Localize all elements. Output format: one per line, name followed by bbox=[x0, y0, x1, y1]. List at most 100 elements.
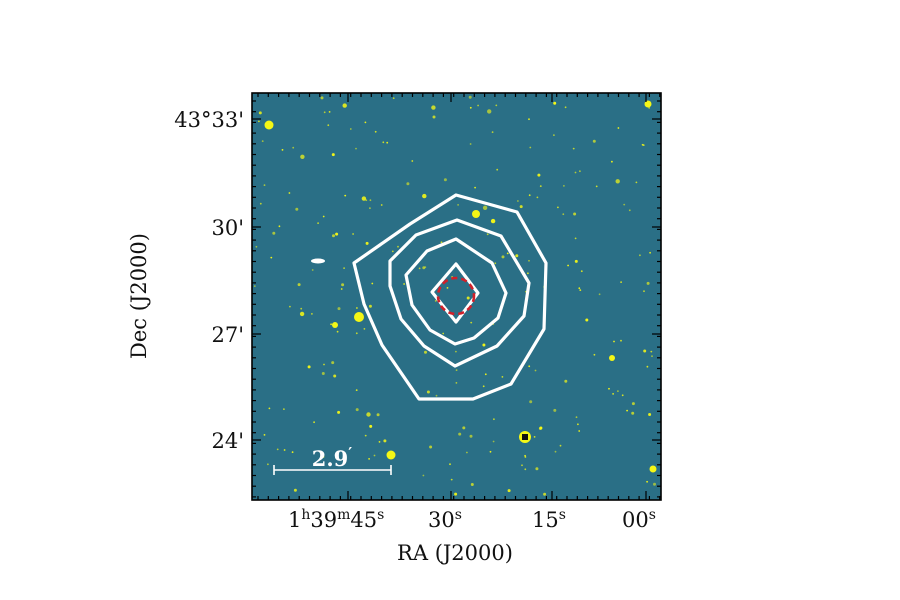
star bbox=[482, 385, 485, 388]
star bbox=[650, 350, 653, 353]
star bbox=[327, 124, 330, 127]
star bbox=[322, 456, 325, 458]
x-axis-title: RA (J2000) bbox=[397, 541, 513, 565]
star bbox=[299, 311, 305, 317]
star bbox=[258, 120, 260, 123]
star bbox=[363, 328, 366, 330]
contour-levels bbox=[352, 193, 548, 401]
star bbox=[517, 200, 519, 202]
star bbox=[592, 139, 596, 143]
star bbox=[283, 449, 286, 451]
ra-seconds-unit: s bbox=[559, 507, 566, 523]
star bbox=[278, 225, 281, 228]
star bbox=[391, 250, 394, 253]
star bbox=[380, 204, 383, 206]
star bbox=[434, 300, 437, 302]
star bbox=[458, 432, 462, 436]
star bbox=[424, 266, 427, 268]
star bbox=[422, 193, 427, 199]
star bbox=[382, 141, 385, 144]
star bbox=[355, 389, 358, 391]
bright-star bbox=[354, 312, 364, 322]
star bbox=[342, 103, 347, 108]
star bbox=[369, 207, 371, 210]
star bbox=[297, 283, 301, 287]
star bbox=[331, 153, 335, 157]
star bbox=[340, 288, 343, 290]
star bbox=[355, 147, 357, 150]
star bbox=[320, 96, 324, 100]
dec-tick-label: 30' bbox=[212, 216, 245, 240]
star bbox=[491, 131, 494, 134]
contour-level-4 bbox=[430, 262, 480, 324]
star bbox=[337, 307, 341, 311]
star bbox=[528, 259, 530, 262]
star bbox=[469, 143, 472, 145]
star bbox=[261, 140, 264, 143]
plot-frame bbox=[251, 92, 662, 501]
ra-tick-label: 15s bbox=[532, 507, 566, 532]
star bbox=[466, 451, 468, 454]
ra-hours: 1 bbox=[288, 508, 301, 532]
ra-seconds: 15 bbox=[532, 508, 559, 532]
star bbox=[369, 424, 373, 428]
star bbox=[653, 482, 656, 486]
ra-minutes-unit: m bbox=[337, 507, 350, 523]
star bbox=[564, 106, 567, 109]
star bbox=[553, 408, 557, 412]
star-field bbox=[253, 95, 656, 496]
bright-star bbox=[264, 120, 274, 130]
star bbox=[336, 330, 339, 333]
star bbox=[332, 234, 335, 238]
star bbox=[311, 313, 313, 315]
star bbox=[534, 369, 537, 372]
star bbox=[536, 196, 539, 199]
star bbox=[543, 492, 547, 496]
star bbox=[593, 353, 596, 356]
star bbox=[643, 290, 645, 293]
bright-star bbox=[644, 100, 652, 108]
star bbox=[365, 199, 368, 202]
star bbox=[378, 441, 381, 443]
star bbox=[355, 408, 359, 412]
star bbox=[559, 444, 562, 447]
star bbox=[455, 369, 458, 371]
star bbox=[431, 105, 436, 110]
star bbox=[615, 179, 620, 184]
star bbox=[349, 128, 352, 130]
star bbox=[403, 283, 405, 285]
ra-seconds: 00 bbox=[622, 508, 649, 532]
star bbox=[337, 410, 341, 414]
star bbox=[468, 95, 472, 99]
star bbox=[323, 111, 326, 114]
star bbox=[466, 296, 470, 300]
star bbox=[255, 245, 258, 248]
scale-bar-unit: ′ bbox=[348, 444, 352, 462]
star bbox=[521, 464, 523, 467]
star bbox=[477, 104, 479, 107]
star bbox=[289, 305, 291, 308]
star bbox=[631, 402, 635, 406]
star bbox=[292, 146, 295, 149]
star bbox=[411, 160, 414, 162]
star bbox=[578, 430, 581, 432]
star bbox=[450, 478, 453, 481]
star bbox=[267, 463, 269, 466]
star bbox=[572, 147, 575, 150]
star bbox=[646, 365, 649, 368]
star bbox=[515, 254, 519, 258]
star bbox=[365, 241, 369, 245]
contour-level-3 bbox=[404, 237, 508, 346]
bright-star bbox=[472, 210, 480, 218]
star bbox=[519, 205, 523, 209]
star bbox=[553, 101, 557, 105]
star bbox=[507, 489, 511, 493]
star bbox=[529, 400, 533, 404]
star bbox=[258, 111, 262, 115]
star bbox=[446, 287, 449, 289]
saturated-star-core bbox=[522, 434, 528, 440]
star bbox=[352, 233, 354, 235]
star bbox=[317, 222, 319, 225]
star bbox=[495, 104, 498, 107]
